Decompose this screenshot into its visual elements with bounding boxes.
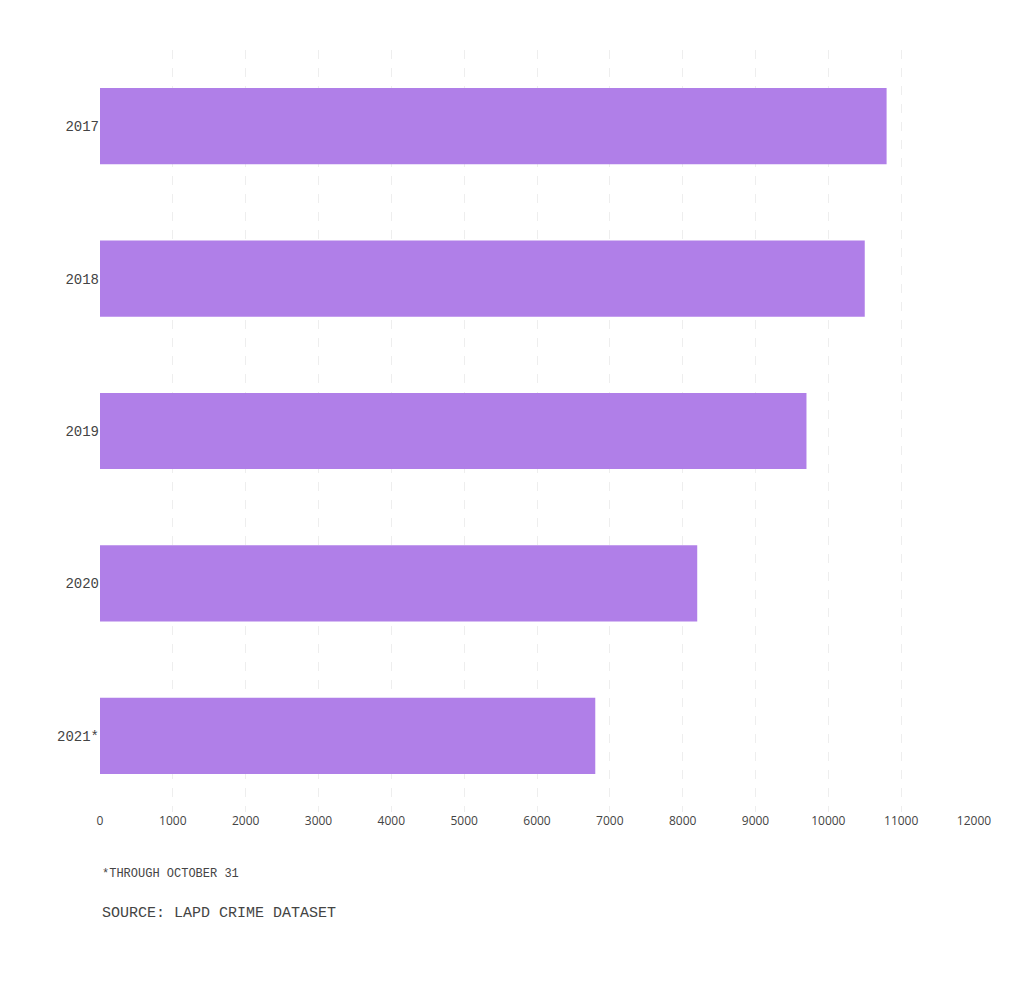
svg-text:2021*: 2021*	[57, 729, 99, 745]
svg-text:4000: 4000	[378, 812, 406, 829]
svg-text:11000: 11000	[884, 812, 918, 829]
svg-text:3000: 3000	[305, 812, 333, 829]
svg-text:*THROUGH OCTOBER 31: *THROUGH OCTOBER 31	[102, 867, 239, 881]
svg-text:SOURCE: LAPD CRIME DATASET: SOURCE: LAPD CRIME DATASET	[102, 905, 336, 922]
svg-text:9000: 9000	[742, 812, 770, 829]
svg-text:2000: 2000	[232, 812, 260, 829]
svg-text:7000: 7000	[596, 812, 624, 829]
svg-text:8000: 8000	[669, 812, 697, 829]
svg-text:12000: 12000	[957, 812, 991, 829]
svg-text:2018: 2018	[65, 272, 99, 288]
svg-text:2020: 2020	[65, 576, 99, 592]
svg-text:6000: 6000	[523, 812, 551, 829]
svg-text:5000: 5000	[450, 812, 478, 829]
svg-text:0: 0	[97, 812, 104, 829]
svg-text:10000: 10000	[811, 812, 845, 829]
svg-text:1000: 1000	[159, 812, 187, 829]
svg-text:2017: 2017	[65, 119, 99, 135]
svg-text:2019: 2019	[65, 424, 99, 440]
